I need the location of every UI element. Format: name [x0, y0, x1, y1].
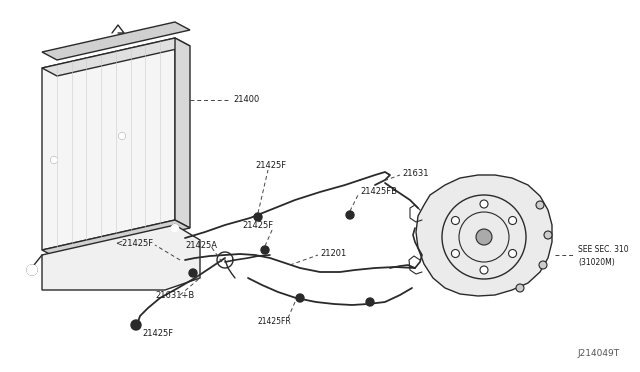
- Circle shape: [544, 231, 552, 239]
- Circle shape: [366, 298, 374, 306]
- Circle shape: [261, 246, 269, 254]
- Text: 21631+B: 21631+B: [155, 291, 195, 299]
- Circle shape: [480, 200, 488, 208]
- Circle shape: [516, 284, 524, 292]
- Circle shape: [119, 133, 125, 139]
- Polygon shape: [416, 175, 552, 296]
- Circle shape: [189, 269, 197, 277]
- Text: 21425FR: 21425FR: [258, 317, 292, 327]
- Circle shape: [476, 229, 492, 245]
- Circle shape: [51, 157, 57, 163]
- Text: (31020M): (31020M): [578, 257, 615, 266]
- Circle shape: [536, 201, 544, 209]
- Polygon shape: [42, 22, 190, 60]
- Circle shape: [451, 250, 460, 257]
- Circle shape: [509, 217, 516, 224]
- Text: 21425A: 21425A: [185, 241, 217, 250]
- Text: 21425FB: 21425FB: [360, 187, 397, 196]
- Text: 21631: 21631: [402, 169, 429, 177]
- Text: 21425F: 21425F: [142, 328, 173, 337]
- Circle shape: [172, 224, 179, 231]
- Text: 21425F: 21425F: [242, 221, 273, 230]
- Circle shape: [451, 217, 460, 224]
- Text: <21425F: <21425F: [115, 238, 153, 247]
- Text: 21425F: 21425F: [255, 160, 286, 170]
- Circle shape: [27, 265, 37, 275]
- Text: 21400: 21400: [233, 96, 259, 105]
- Polygon shape: [42, 220, 190, 258]
- Polygon shape: [42, 38, 190, 76]
- Circle shape: [509, 250, 516, 257]
- Circle shape: [480, 266, 488, 274]
- Polygon shape: [42, 225, 200, 290]
- Text: SEE SEC. 310: SEE SEC. 310: [578, 246, 628, 254]
- Text: J214049T: J214049T: [578, 349, 620, 358]
- Circle shape: [254, 213, 262, 221]
- Polygon shape: [175, 38, 190, 228]
- Circle shape: [346, 211, 354, 219]
- Text: 21201: 21201: [320, 248, 346, 257]
- Circle shape: [296, 294, 304, 302]
- Circle shape: [539, 261, 547, 269]
- Circle shape: [131, 320, 141, 330]
- Polygon shape: [42, 38, 175, 250]
